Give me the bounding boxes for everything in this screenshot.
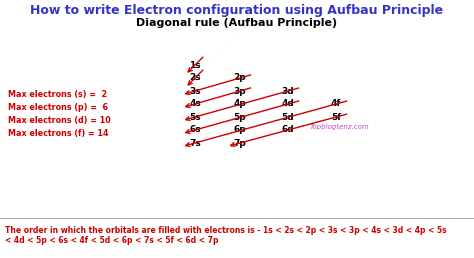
Text: Diagonal rule (Aufbau Principle): Diagonal rule (Aufbau Principle) (137, 18, 337, 28)
Text: 6d: 6d (282, 125, 294, 134)
Text: 5d: 5d (282, 112, 294, 122)
Text: 6p: 6p (234, 125, 246, 134)
Text: 4d: 4d (282, 100, 294, 109)
Text: 3d: 3d (282, 86, 294, 95)
Text: 4p: 4p (234, 100, 246, 109)
Text: How to write Electron configuration using Aufbau Principle: How to write Electron configuration usin… (30, 4, 444, 17)
Text: 7s: 7s (189, 139, 201, 148)
Text: 2s: 2s (189, 74, 201, 83)
Text: 3s: 3s (189, 86, 201, 95)
Text: 5f: 5f (331, 112, 341, 122)
Text: 3p: 3p (234, 86, 246, 95)
Text: Max electrons (f) = 14: Max electrons (f) = 14 (8, 129, 109, 138)
Text: 4f: 4f (331, 100, 341, 109)
Text: Max electrons (s) =  2: Max electrons (s) = 2 (8, 90, 107, 99)
Text: 5p: 5p (234, 112, 246, 122)
Text: 4s: 4s (189, 100, 201, 109)
Text: Topblogtenz.com: Topblogtenz.com (310, 124, 370, 130)
Text: 5s: 5s (189, 112, 201, 122)
Text: 7p: 7p (234, 139, 246, 148)
Text: < 4d < 5p < 6s < 4f < 5d < 6p < 7s < 5f < 6d < 7p: < 4d < 5p < 6s < 4f < 5d < 6p < 7s < 5f … (5, 236, 219, 245)
Text: Max electrons (p) =  6: Max electrons (p) = 6 (8, 103, 108, 112)
Text: 6s: 6s (189, 125, 201, 134)
Text: Max electrons (d) = 10: Max electrons (d) = 10 (8, 116, 111, 125)
Text: 1s: 1s (189, 60, 201, 69)
Text: 2p: 2p (234, 74, 246, 83)
Text: The order in which the orbitals are filled with electrons is - 1s < 2s < 2p < 3s: The order in which the orbitals are fill… (5, 226, 447, 235)
